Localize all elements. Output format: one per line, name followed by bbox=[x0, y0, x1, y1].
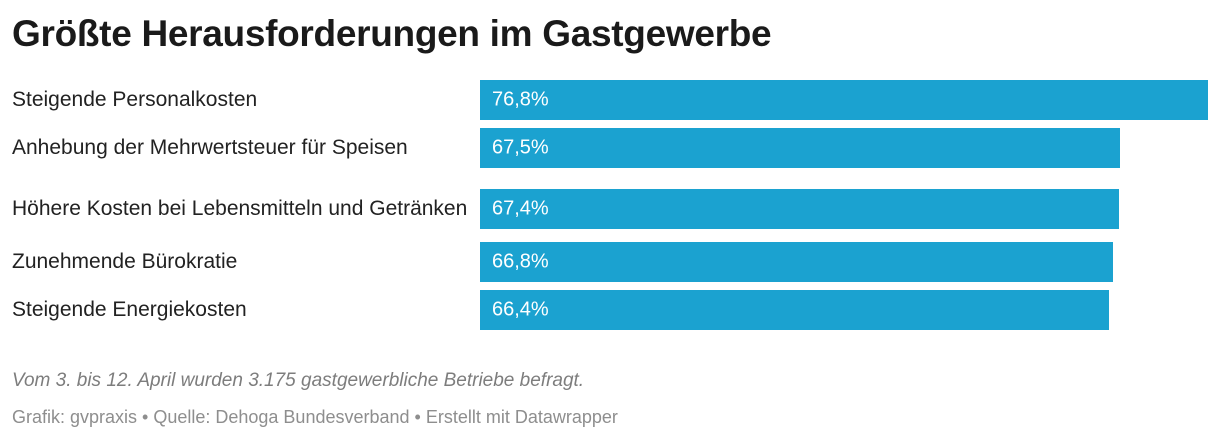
category-label: Höhere Kosten bei Lebensmitteln und Getr… bbox=[12, 197, 468, 220]
category-label: Anhebung der Mehrwertsteuer für Speisen bbox=[12, 136, 408, 159]
bar: 66,4% bbox=[480, 290, 1109, 330]
bar: 66,8% bbox=[480, 242, 1113, 282]
chart-notes: Vom 3. bis 12. April wurden 3.175 gastge… bbox=[12, 370, 585, 391]
bar-value-label: 76,8% bbox=[492, 88, 549, 111]
bar-value-label: 67,4% bbox=[492, 197, 549, 220]
category-label: Steigende Energiekosten bbox=[12, 298, 247, 321]
chart-footer: Grafik: gvpraxis • Quelle: Dehoga Bundes… bbox=[12, 407, 618, 427]
bar: 67,4% bbox=[480, 189, 1119, 229]
bar-value-label: 66,8% bbox=[492, 250, 549, 273]
category-label: Steigende Personalkosten bbox=[12, 88, 258, 111]
bar-value-label: 67,5% bbox=[492, 136, 549, 159]
bar-value-label: 66,4% bbox=[492, 298, 549, 321]
chart-title: Größte Herausforderungen im Gastgewerbe bbox=[12, 13, 772, 54]
bar: 76,8% bbox=[480, 80, 1208, 120]
bar: 67,5% bbox=[480, 128, 1120, 168]
category-label: Zunehmende Bürokratie bbox=[12, 250, 238, 273]
